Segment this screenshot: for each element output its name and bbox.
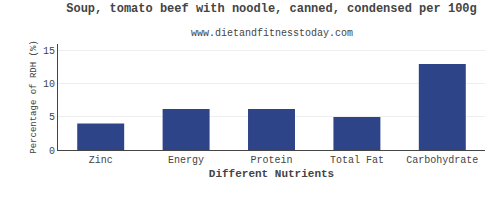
svg-text:Carbohydrate: Carbohydrate	[406, 155, 478, 166]
svg-text:Total Fat: Total Fat	[330, 155, 384, 166]
svg-text:Percentage of RDH (%): Percentage of RDH (%)	[29, 40, 39, 153]
svg-text:Zinc: Zinc	[89, 155, 113, 166]
svg-text:0: 0	[49, 146, 55, 157]
svg-text:Protein: Protein	[250, 155, 292, 166]
svg-text:5: 5	[49, 112, 55, 123]
svg-text:Different Nutrients: Different Nutrients	[209, 168, 334, 180]
svg-text:Energy: Energy	[168, 155, 204, 166]
svg-text:www.dietandfitnesstoday.com: www.dietandfitnesstoday.com	[191, 28, 353, 39]
svg-text:Soup, tomato beef with noodle,: Soup, tomato beef with noodle, canned, c…	[66, 2, 476, 16]
svg-text:10: 10	[43, 79, 55, 90]
svg-text:15: 15	[43, 46, 55, 57]
